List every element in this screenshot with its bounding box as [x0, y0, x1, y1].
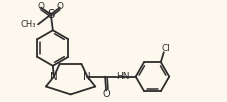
Text: O: O: [56, 2, 63, 11]
Text: S: S: [47, 8, 54, 21]
Text: CH₃: CH₃: [21, 20, 36, 29]
Text: N: N: [84, 72, 91, 82]
Text: N: N: [50, 72, 58, 82]
Text: HN: HN: [116, 72, 130, 81]
Text: O: O: [102, 89, 110, 99]
Text: O: O: [37, 2, 44, 11]
Text: Cl: Cl: [161, 44, 170, 53]
